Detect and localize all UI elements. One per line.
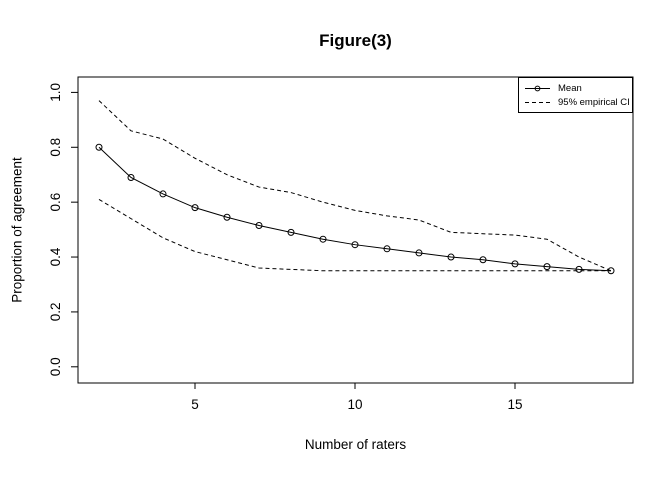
mean-line — [98, 146, 612, 272]
y-axis-tick-label: 0.8 — [48, 138, 63, 157]
legend-line-solid-icon — [525, 85, 550, 91]
data-point-marker — [543, 263, 551, 271]
data-point-marker — [255, 221, 263, 229]
data-point-marker — [479, 256, 487, 264]
plot-box — [77, 76, 634, 384]
data-point-marker — [351, 241, 359, 249]
data-point-marker — [191, 204, 199, 212]
lower-ci-line — [98, 198, 611, 272]
legend-label-ci: 95% empirical CI — [558, 96, 630, 108]
legend-line-dashed-icon — [525, 101, 550, 103]
data-point-marker — [447, 253, 455, 261]
x-axis-tick-label: 5 — [191, 397, 199, 412]
legend: Mean 95% empirical CI — [518, 77, 633, 113]
data-point-marker — [415, 249, 423, 257]
legend-label-mean: Mean — [558, 82, 582, 94]
data-point-marker — [607, 267, 615, 275]
data-point-marker — [319, 235, 327, 243]
data-point-marker — [95, 143, 103, 151]
y-axis-tick-label: 0.2 — [48, 303, 63, 322]
y-axis-tick-label: 0.0 — [48, 357, 63, 376]
y-axis-tick-label: 0.6 — [48, 193, 63, 212]
chart-title: Figure(3) — [319, 31, 392, 50]
x-axis-label: Number of raters — [304, 437, 407, 452]
data-point-marker — [511, 260, 519, 268]
data-point-marker — [575, 265, 583, 273]
data-point-marker — [223, 213, 231, 221]
y-axis-tick-label: 0.4 — [48, 247, 63, 266]
y-axis-tick-label: 1.0 — [48, 83, 63, 102]
data-point-marker — [383, 245, 391, 253]
x-axis-tick-label: 10 — [347, 397, 362, 412]
data-point-marker — [287, 228, 295, 236]
x-axis-tick-label: 15 — [507, 397, 522, 412]
data-point-marker — [127, 173, 135, 181]
data-point-marker — [159, 190, 167, 198]
upper-ci-line — [98, 100, 612, 272]
legend-item-ci: 95% empirical CI — [524, 96, 632, 109]
legend-item-mean: Mean — [524, 82, 632, 95]
y-axis-label: Proportion of agreement — [9, 157, 25, 303]
